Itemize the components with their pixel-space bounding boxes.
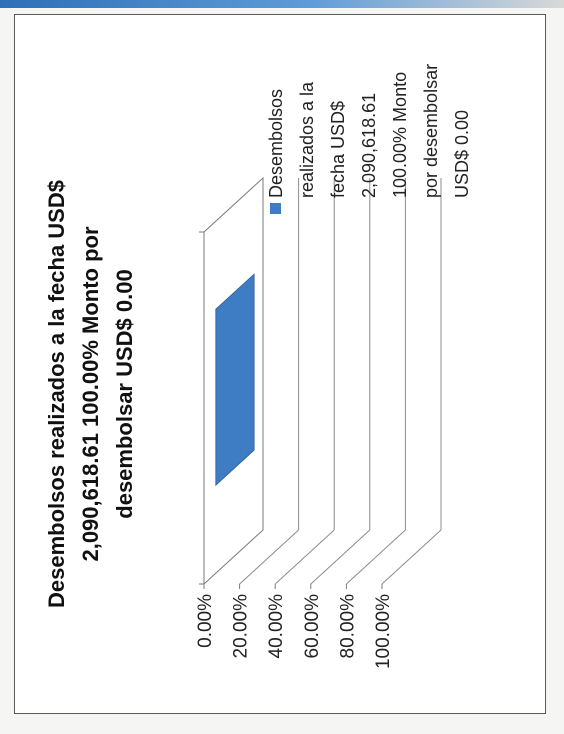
chart-title-line: 2,090,618.61 100.00% Monto por: [78, 226, 103, 561]
legend-swatch: [270, 203, 281, 214]
chart-floor: [199, 176, 264, 586]
legend: Desembolsos realizados a la fecha USD$ 2,09…: [266, 64, 472, 214]
y-tick-label: 80.00%: [337, 594, 358, 659]
y-tick-label: 60.00%: [302, 594, 323, 659]
legend-label-line: 2,090,618.61: [359, 93, 379, 198]
legend-label-line: 100.00% Monto: [390, 72, 410, 198]
bars: [215, 273, 255, 487]
chart-frame: [14, 14, 546, 714]
legend-label-line: realizados a la: [297, 81, 317, 198]
gridline-side: [381, 529, 442, 585]
top-accent-strip: [0, 0, 564, 8]
gridline-side: [346, 529, 406, 585]
y-tick-label: 100.00%: [373, 594, 394, 669]
y-tick-label: 40.00%: [266, 594, 287, 659]
legend-label-line: por desembolsar: [421, 64, 441, 198]
gridline-side: [310, 529, 371, 585]
chart-title: Desembolsos realizados a la fecha USD$ 2,…: [44, 180, 137, 608]
y-tick-label: 0.00%: [195, 594, 216, 648]
chart-title-line: desembolsar USD$ 0.00: [112, 269, 137, 518]
chart-title-line: Desembolsos realizados a la fecha USD$: [44, 180, 69, 608]
y-tick-label: 20.00%: [231, 594, 252, 659]
legend-label-line: fecha USD$: [328, 101, 348, 198]
gridlines: [239, 178, 442, 585]
gridline-side: [274, 529, 335, 585]
gridline-side: [239, 529, 299, 585]
y-axis-ticks: 0.00% 20.00% 40.00% 60.00% 80.00% 100.00%: [195, 584, 394, 669]
legend-label-line: Desembolsos: [266, 89, 286, 198]
bar: [215, 273, 255, 487]
legend-label-line: USD$ 0.00: [452, 110, 472, 198]
